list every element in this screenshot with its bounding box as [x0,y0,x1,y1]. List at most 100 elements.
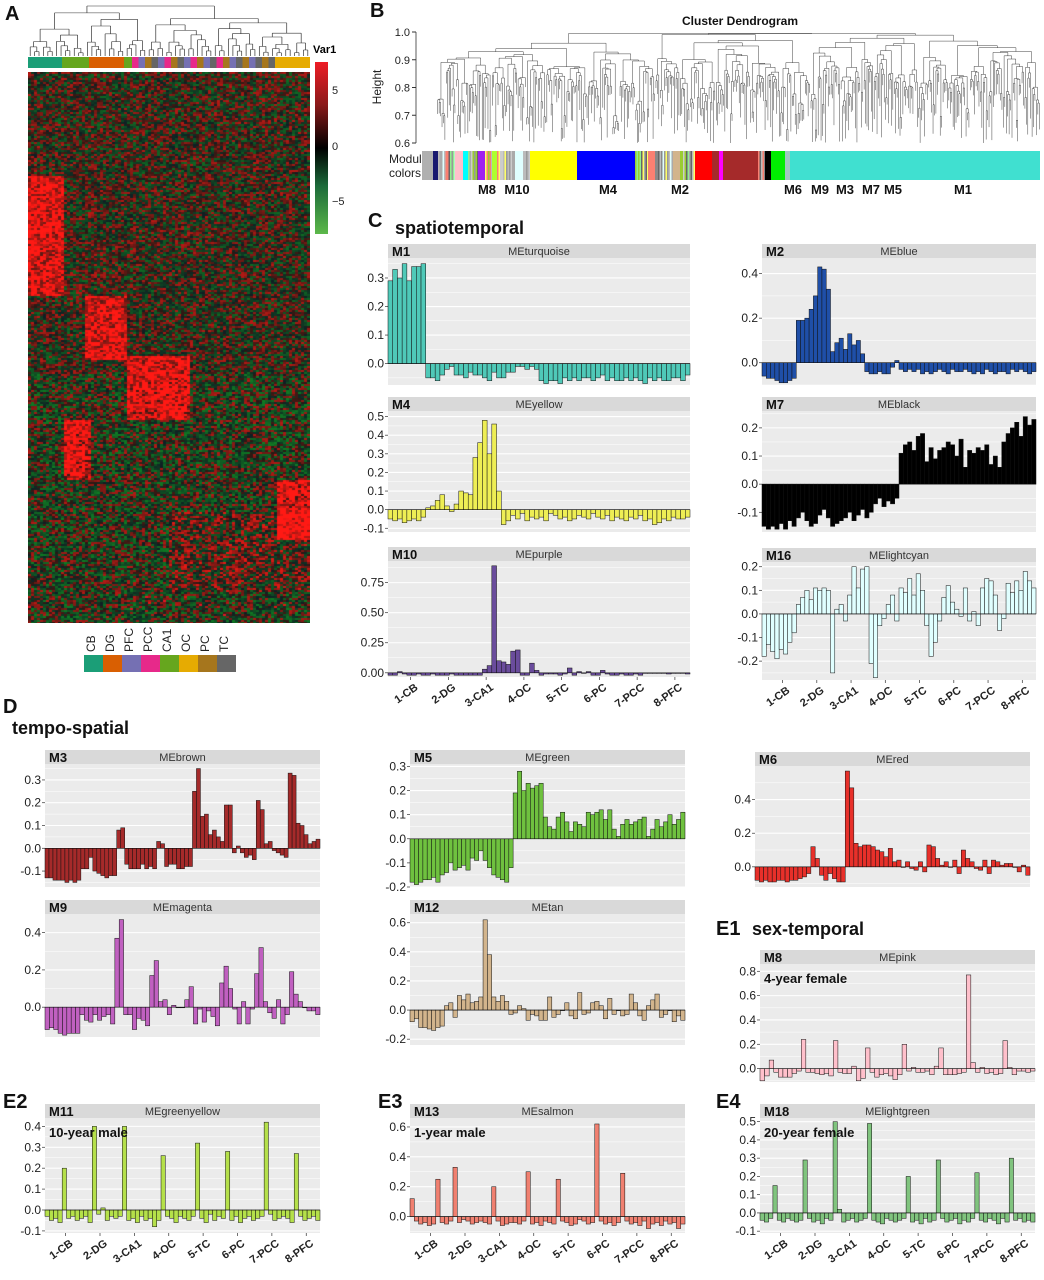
bar [491,423,497,510]
module-color-strip [451,151,454,180]
y-tick-label: 0.0 [389,1003,406,1017]
x-tick-label: 7-PCC [964,685,998,714]
y-tick-label: 0.2 [389,1180,406,1194]
x-tick-label: 1-CB [762,1238,790,1263]
bar [854,1212,860,1223]
bar [903,444,908,485]
x-tick-label: 2-DG [446,1238,474,1263]
bar [1027,580,1032,615]
module-color-strip [474,151,476,180]
bar [827,866,833,874]
bar [44,1006,50,1030]
bar [652,509,658,525]
bar [1031,362,1037,372]
bar [1031,587,1037,615]
bar [62,1006,68,1036]
bar [104,848,110,879]
bar [495,1216,501,1222]
bar [406,672,412,676]
bar [306,1006,312,1012]
bar [585,811,591,840]
module-color-strip [680,151,682,180]
bar [623,509,629,522]
bar [623,363,629,379]
bar [166,1006,172,1015]
bar [860,353,865,363]
chart-m10: M10 MEpurple 0.75 0.50 0.25 0.00 1-CB 2-DG 3-CA1… [361,547,691,710]
bar [108,848,114,876]
section-title-tempo-spatial: tempo-spatial [12,718,130,738]
bar [628,672,634,676]
bar [1010,592,1015,615]
bar [439,1216,445,1223]
bar [983,1212,988,1223]
bar [962,362,968,370]
bar [618,509,625,520]
bar [79,1006,85,1015]
y-tick-label: 0.0 [741,607,758,621]
bar [633,1002,638,1011]
bar [770,613,776,652]
bar [68,848,74,881]
bar [458,490,464,510]
bar [796,483,801,519]
bar [116,829,121,849]
bar [491,1186,497,1217]
module-color-strip [455,151,463,180]
bar [791,483,797,527]
bar [590,672,596,676]
bar [607,998,613,1011]
bar [614,672,620,676]
bar [57,1209,63,1223]
bar [271,1006,277,1019]
module-color-strip [485,151,487,180]
bar [862,844,867,868]
bar [840,866,846,883]
bar [680,1009,686,1021]
chart-header-strip [755,752,1030,766]
bar [920,590,925,615]
module-color-strip [664,151,666,180]
bar [888,1212,894,1221]
bar [894,360,900,363]
chart-header-strip [760,1104,1035,1118]
bar [420,263,426,364]
bar [416,509,422,522]
bar [911,362,917,372]
bar [192,791,197,849]
bar [1000,1212,1006,1219]
bar [448,838,454,864]
sample-region-bar [249,57,256,68]
bar [49,1209,54,1221]
panel-label-e1: E1 [716,918,741,940]
bar [898,362,904,370]
module-color-strip [491,151,493,180]
bar [641,1009,647,1021]
bar [156,841,161,849]
bar [465,1216,471,1222]
bar [784,866,790,883]
bar [148,848,153,867]
panel-label-c: C [368,210,383,232]
bar [279,848,285,856]
y-tick-label: 0.2 [389,974,406,988]
bar [837,1209,842,1214]
chart-m16: M16 MElightcyan 0.2 0.1 0.0 -0.1 -0.2 1-CB 2-DG 3… [737,548,1037,714]
bar [128,848,133,870]
bar [914,1212,920,1221]
bar [585,1009,591,1014]
bar [954,362,960,372]
bar [206,1006,212,1012]
module-id: M12 [414,900,439,915]
bar [868,613,874,664]
bar [663,1216,669,1222]
bar [538,783,544,840]
bar [538,509,544,518]
bar [453,503,460,510]
chart-title: MEturquoise [508,246,570,258]
module-color-strip [477,151,479,180]
bar [268,1209,273,1215]
chart-header-strip [410,900,685,914]
bar [482,668,488,674]
bar [971,452,977,485]
